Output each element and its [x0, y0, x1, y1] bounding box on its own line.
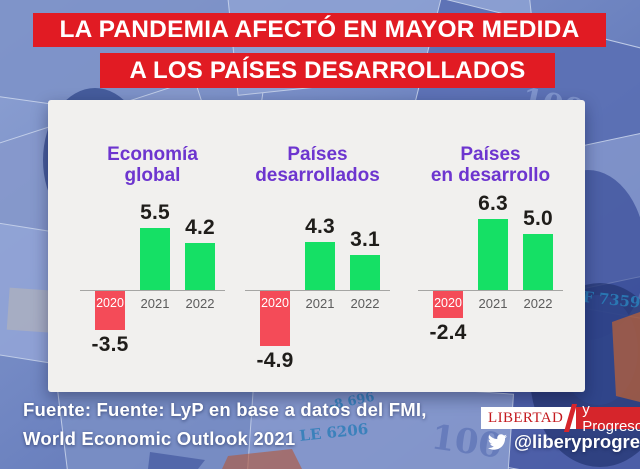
chart-card: Economía global -3.5 2020 5.5 2021 4.2 2022 P… [48, 100, 585, 392]
baseline-axis [80, 290, 225, 291]
logo-slash [563, 404, 578, 432]
baseline-axis [418, 290, 563, 291]
value-label: 5.5 [140, 201, 170, 224]
value-label: 4.3 [305, 215, 335, 238]
bar-2022 [350, 255, 380, 290]
libertad-y-progreso-logo: LIBERTAD y Progreso [481, 401, 640, 435]
bar-2020 [433, 291, 463, 318]
group-title: Países desarrollados [255, 144, 380, 186]
twitter-bird-icon [488, 434, 507, 450]
value-label: -2.4 [429, 321, 467, 344]
chart-group-developing-countries: Países en desarrollo -2.4 2020 6.3 2021 5.0 2… [418, 100, 563, 392]
year-label-2022: 2022 [523, 296, 553, 311]
value-label: -3.5 [91, 333, 129, 356]
bar-2021 [140, 228, 170, 290]
source-line-1: Fuente: Fuente: LyP en base a datos del … [23, 399, 427, 420]
year-label-2021: 2021 [305, 296, 335, 311]
value-label: 6.3 [478, 192, 508, 215]
title-line-2: A LOS PAÍSES DESARROLLADOS [100, 53, 555, 88]
bar-plot: -2.4 2020 6.3 2021 5.0 2022 [418, 100, 563, 392]
year-label-2020: 2020 [261, 296, 289, 310]
year-label-2020: 2020 [434, 296, 462, 310]
year-label-2020: 2020 [96, 296, 124, 310]
bar-2020 [260, 291, 290, 346]
bar-2021 [478, 219, 508, 290]
group-title: Países en desarrollo [430, 144, 551, 186]
source-line-2: World Economic Outlook 2021 [23, 428, 296, 449]
value-label: 5.0 [523, 207, 553, 230]
year-label-2021: 2021 [478, 296, 508, 311]
baseline-axis [245, 290, 390, 291]
bar-2022 [185, 243, 215, 290]
bar-2021 [305, 242, 335, 290]
title-line-1: LA PANDEMIA AFECTÓ EN MAYOR MEDIDA [33, 13, 606, 47]
year-label-2022: 2022 [185, 296, 215, 311]
value-label: -4.9 [256, 349, 294, 372]
source-attribution: Fuente: Fuente: LyP en base a datos del … [23, 399, 427, 457]
logo-text-y-progreso: y Progreso [576, 401, 640, 435]
year-label-2021: 2021 [140, 296, 170, 311]
bar-plot: -3.5 2020 5.5 2021 4.2 2022 [80, 100, 225, 392]
bar-plot: -4.9 2020 4.3 2021 3.1 2022 [245, 100, 390, 392]
year-label-2022: 2022 [350, 296, 380, 311]
bar-2022 [523, 234, 553, 290]
chart-group-global-economy: Economía global -3.5 2020 5.5 2021 4.2 2022 [80, 100, 225, 392]
logo-text-libertad: LIBERTAD [481, 407, 564, 429]
bar-2020 [95, 291, 125, 330]
value-label: 3.1 [350, 228, 380, 251]
chart-group-developed-countries: Países desarrollados -4.9 2020 4.3 2021 3.1 2… [245, 100, 390, 392]
group-title: Economía global [107, 144, 198, 186]
twitter-handle-row: @liberyprogre [488, 431, 640, 453]
value-label: 4.2 [185, 216, 215, 239]
twitter-handle: @liberyprogre [514, 431, 640, 452]
